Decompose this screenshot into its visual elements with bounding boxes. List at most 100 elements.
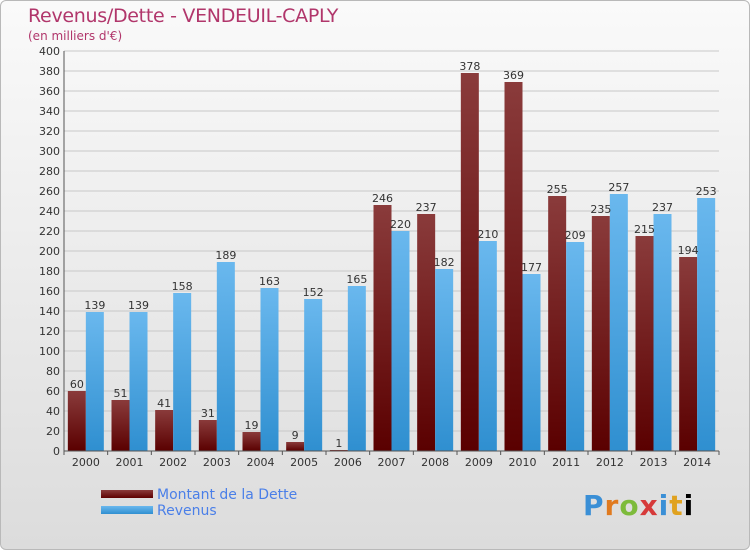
y-tick-label: 160 xyxy=(39,285,60,298)
y-tick-label: 80 xyxy=(46,365,60,378)
y-tick-label: 260 xyxy=(39,185,60,198)
value-label-debt-2013: 215 xyxy=(634,223,655,236)
value-label-revenue-2009: 210 xyxy=(477,228,498,241)
value-label-debt-2009: 378 xyxy=(459,60,480,73)
legend-swatch-debt xyxy=(101,490,153,498)
value-label-debt-2001: 51 xyxy=(114,387,128,400)
bar-revenue-2002 xyxy=(173,293,192,451)
value-label-debt-2007: 246 xyxy=(372,192,393,205)
bar-revenue-2001 xyxy=(129,312,148,451)
value-label-debt-2006: 1 xyxy=(335,437,342,450)
y-tick-label: 320 xyxy=(39,125,60,138)
value-label-debt-2005: 9 xyxy=(292,429,299,442)
y-tick-label: 180 xyxy=(39,265,60,278)
x-tick-label-2003: 2003 xyxy=(203,456,231,469)
value-label-debt-2014: 194 xyxy=(678,244,699,257)
bar-revenue-2003 xyxy=(216,262,235,451)
bar-revenue-2000 xyxy=(85,312,104,451)
y-tick-label: 120 xyxy=(39,325,60,338)
x-tick-label-2013: 2013 xyxy=(640,456,668,469)
bar-revenue-2010 xyxy=(522,274,541,451)
bar-debt-2000 xyxy=(67,391,86,451)
bar-revenue-2006 xyxy=(347,286,366,451)
bar-revenue-2011 xyxy=(566,242,585,451)
bar-debt-2010 xyxy=(504,82,523,451)
value-label-debt-2002: 41 xyxy=(157,397,171,410)
bar-debt-2003 xyxy=(198,420,217,451)
x-tick-label-2005: 2005 xyxy=(290,456,318,469)
value-label-debt-2000: 60 xyxy=(70,378,84,391)
bar-debt-2007 xyxy=(373,205,392,451)
y-tick-label: 220 xyxy=(39,225,60,238)
value-label-revenue-2000: 139 xyxy=(84,299,105,312)
chart-title: Revenus/Dette - VENDEUIL-CAPLY xyxy=(28,5,339,27)
value-label-debt-2003: 31 xyxy=(201,407,215,420)
y-tick-label: 0 xyxy=(53,445,60,458)
bar-debt-2005 xyxy=(286,442,305,451)
value-label-revenue-2005: 152 xyxy=(303,286,324,299)
x-tick-label-2008: 2008 xyxy=(421,456,449,469)
x-tick-label-2009: 2009 xyxy=(465,456,493,469)
value-labels: 60 139 51 139 41 158 31 189 19 163 9 152 1 165 246 220 2… xyxy=(70,60,717,450)
value-label-revenue-2007: 220 xyxy=(390,218,411,231)
axes: 0204060801001201401601802002202402602803… xyxy=(39,45,720,469)
x-tick-label-2000: 2000 xyxy=(72,456,100,469)
value-label-revenue-2004: 163 xyxy=(259,275,280,288)
bar-debt-2012 xyxy=(591,216,610,451)
x-tick-label-2001: 2001 xyxy=(116,456,144,469)
value-label-revenue-2010: 177 xyxy=(521,261,542,274)
y-tick-label: 340 xyxy=(39,105,60,118)
bar-debt-2001 xyxy=(111,400,130,451)
x-tick-label-2010: 2010 xyxy=(509,456,537,469)
bar-revenue-2007 xyxy=(391,231,410,451)
x-tick-label-2007: 2007 xyxy=(378,456,406,469)
y-tick-label: 140 xyxy=(39,305,60,318)
chart-subtitle: (en milliers d'€) xyxy=(28,29,123,43)
legend-label-debt: Montant de la Dette xyxy=(157,487,298,503)
bar-revenue-2005 xyxy=(304,299,323,451)
bar-debt-2004 xyxy=(242,432,261,451)
bars xyxy=(67,73,716,451)
y-tick-label: 40 xyxy=(46,405,60,418)
y-tick-label: 360 xyxy=(39,85,60,98)
y-tick-label: 380 xyxy=(39,65,60,78)
y-tick-label: 200 xyxy=(39,245,60,258)
legend-label-revenue: Revenus xyxy=(157,503,217,519)
bar-revenue-2008 xyxy=(435,269,454,451)
bar-debt-2013 xyxy=(635,236,654,451)
value-label-revenue-2011: 209 xyxy=(565,229,586,242)
value-label-revenue-2003: 189 xyxy=(215,249,236,262)
bar-debt-2002 xyxy=(155,410,174,451)
bar-debt-2014 xyxy=(679,257,698,451)
value-label-debt-2008: 237 xyxy=(416,201,437,214)
bar-revenue-2009 xyxy=(478,241,497,451)
value-label-debt-2010: 369 xyxy=(503,69,524,82)
y-tick-label: 240 xyxy=(39,205,60,218)
y-tick-label: 100 xyxy=(39,345,60,358)
y-tick-label: 60 xyxy=(46,385,60,398)
value-label-revenue-2012: 257 xyxy=(608,181,629,194)
bar-revenue-2004 xyxy=(260,288,279,451)
value-label-debt-2012: 235 xyxy=(590,203,611,216)
y-tick-label: 400 xyxy=(39,45,60,58)
x-tick-label-2011: 2011 xyxy=(552,456,580,469)
value-label-revenue-2014: 253 xyxy=(696,185,717,198)
x-tick-label-2012: 2012 xyxy=(596,456,624,469)
value-label-revenue-2008: 182 xyxy=(434,256,455,269)
value-label-revenue-2001: 139 xyxy=(128,299,149,312)
value-label-revenue-2002: 158 xyxy=(172,280,193,293)
x-tick-label-2002: 2002 xyxy=(159,456,187,469)
value-label-revenue-2006: 165 xyxy=(346,273,367,286)
bar-revenue-2014 xyxy=(697,198,716,451)
x-tick-label-2006: 2006 xyxy=(334,456,362,469)
y-tick-label: 20 xyxy=(46,425,60,438)
x-tick-label-2014: 2014 xyxy=(683,456,711,469)
y-tick-label: 300 xyxy=(39,145,60,158)
bar-debt-2008 xyxy=(417,214,436,451)
bar-revenue-2012 xyxy=(609,194,628,451)
value-label-debt-2004: 19 xyxy=(245,419,259,432)
y-tick-label: 280 xyxy=(39,165,60,178)
x-tick-label-2004: 2004 xyxy=(247,456,275,469)
